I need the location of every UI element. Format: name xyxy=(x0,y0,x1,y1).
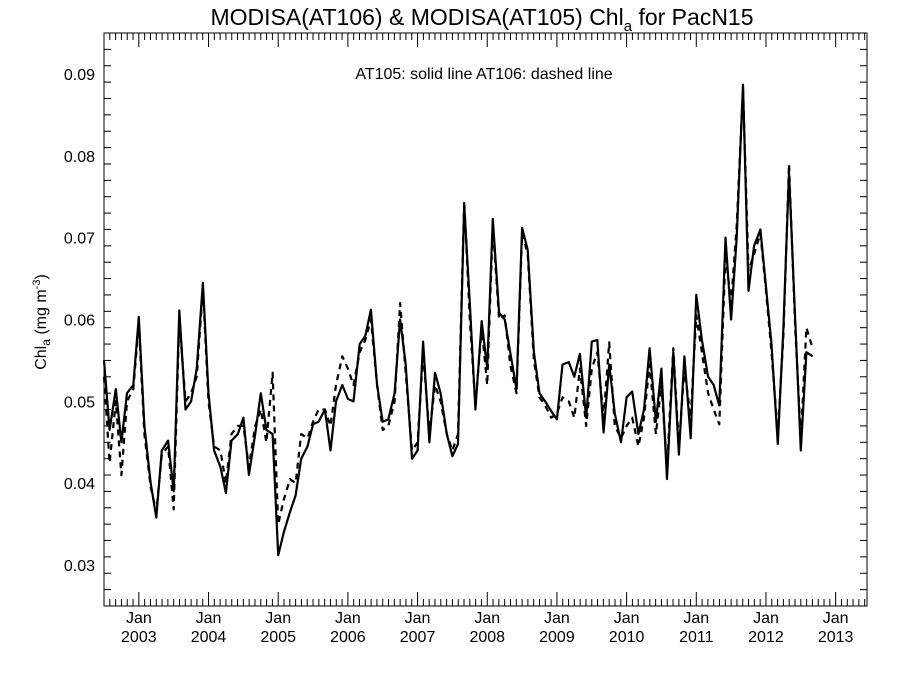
x-tick-label-month: Jan xyxy=(405,610,431,627)
x-tick-label-year: 2008 xyxy=(469,629,505,646)
x-tick-label-year: 2003 xyxy=(121,629,157,646)
x-tick-label-month: Jan xyxy=(753,610,779,627)
x-tick-label-month: Jan xyxy=(614,610,640,627)
x-tick-label-month: Jan xyxy=(823,610,849,627)
axis-tick-labels: 0.03 0.04 0.05 0.06 0.07 0.08 0.09 Jan 2003 Jan 20… xyxy=(64,67,854,646)
y-axis-label-base: Chl xyxy=(33,346,50,370)
axis-ticks xyxy=(103,32,867,607)
y-tick-label: 0.03 xyxy=(64,558,95,575)
chart-title-suffix: for PacN15 xyxy=(632,4,753,30)
y-tick-label: 0.07 xyxy=(64,231,95,248)
y-axis-label-subscript: a xyxy=(39,339,53,346)
chart-title: MODISA(AT106) & MODISA(AT105) Chla for P… xyxy=(210,4,753,35)
y-tick-label: 0.09 xyxy=(64,67,95,84)
chart-title-subscript: a xyxy=(624,18,633,35)
x-tick-label-month: Jan xyxy=(474,610,500,627)
series-lines xyxy=(102,83,814,557)
y-tick-label: 0.06 xyxy=(64,313,95,330)
x-tick-label-year: 2009 xyxy=(539,629,575,646)
y-axis-label-close: ) xyxy=(33,274,50,279)
x-tick-label-month: Jan xyxy=(265,610,291,627)
x-tick-label-month: Jan xyxy=(683,610,709,627)
y-axis-label: Chla (mg m-3) xyxy=(31,274,53,370)
plot-frame xyxy=(103,32,868,607)
x-tick-label-month: Jan xyxy=(544,610,570,627)
x-tick-label-year: 2011 xyxy=(679,629,714,646)
y-axis-label-superscript: -3 xyxy=(31,280,43,290)
x-tick-label-year: 2010 xyxy=(609,629,645,646)
y-tick-label: 0.04 xyxy=(64,476,95,493)
x-tick-label-year: 2012 xyxy=(748,629,784,646)
x-tick-label-month: Jan xyxy=(196,610,222,627)
y-tick-label: 0.08 xyxy=(64,149,95,166)
x-tick-label-year: 2006 xyxy=(330,629,366,646)
x-tick-label-month: Jan xyxy=(126,610,152,627)
x-tick-label-month: Jan xyxy=(335,610,361,627)
x-tick-label-year: 2005 xyxy=(260,629,296,646)
chart-annotation: AT105: solid line AT106: dashed line xyxy=(355,66,612,83)
x-tick-label-year: 2007 xyxy=(400,629,436,646)
y-axis-label-unit: (mg m xyxy=(33,289,50,339)
x-tick-label-year: 2013 xyxy=(818,629,854,646)
x-tick-label-year: 2004 xyxy=(191,629,227,646)
series-line-at106 xyxy=(102,86,814,526)
series-line-at105 xyxy=(102,83,814,557)
y-tick-label: 0.05 xyxy=(64,394,95,411)
chart-title-main: MODISA(AT106) & MODISA(AT105) Chl xyxy=(210,4,623,30)
